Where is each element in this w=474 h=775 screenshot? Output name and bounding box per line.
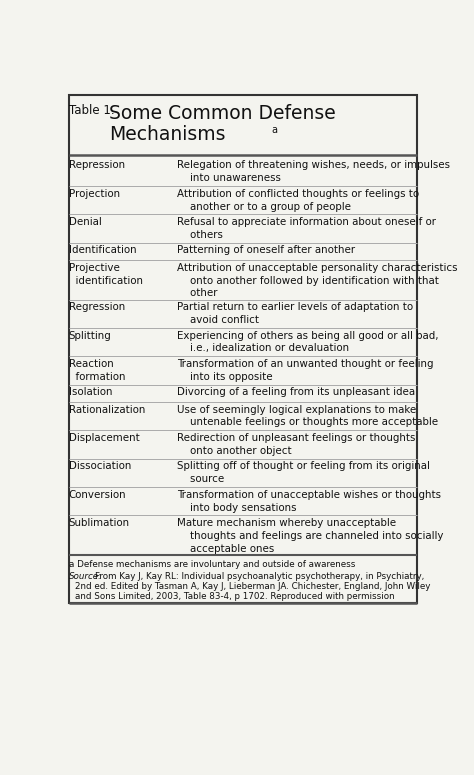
Text: Source:: Source: xyxy=(69,572,102,580)
Text: Conversion: Conversion xyxy=(69,490,126,500)
Text: Projection: Projection xyxy=(69,189,119,198)
Text: Splitting off of thought or feeling from its original
    source: Splitting off of thought or feeling from… xyxy=(177,461,430,484)
Text: Transformation of an unwanted thought or feeling
    into its opposite: Transformation of an unwanted thought or… xyxy=(177,359,434,382)
Text: Refusal to appreciate information about oneself or
    others: Refusal to appreciate information about … xyxy=(177,217,436,240)
Text: 2nd ed. Edited by Tasman A, Kay J, Lieberman JA. Chichester, England, John Wiley: 2nd ed. Edited by Tasman A, Kay J, Liebe… xyxy=(75,582,430,591)
Text: Sublimation: Sublimation xyxy=(69,518,130,528)
Text: Attribution of unacceptable personality characteristics
    onto another followe: Attribution of unacceptable personality … xyxy=(177,263,457,298)
Text: Some Common Defense
Mechanisms: Some Common Defense Mechanisms xyxy=(109,104,336,144)
Text: Projective
  identification: Projective identification xyxy=(69,263,143,285)
Text: a Defense mechanisms are involuntary and outside of awareness: a Defense mechanisms are involuntary and… xyxy=(69,560,355,569)
Text: Identification: Identification xyxy=(69,246,136,256)
Text: Transformation of unacceptable wishes or thoughts
    into body sensations: Transformation of unacceptable wishes or… xyxy=(177,490,441,512)
Text: and Sons Limited, 2003, Table 83-4, p 1702. Reproduced with permission: and Sons Limited, 2003, Table 83-4, p 17… xyxy=(75,592,394,601)
Text: Denial: Denial xyxy=(69,217,101,227)
Text: Attribution of conflicted thoughts or feelings to
    another or to a group of p: Attribution of conflicted thoughts or fe… xyxy=(177,189,419,212)
Text: Redirection of unpleasant feelings or thoughts
    onto another object: Redirection of unpleasant feelings or th… xyxy=(177,433,415,456)
Text: Regression: Regression xyxy=(69,302,125,312)
Text: Splitting: Splitting xyxy=(69,331,111,341)
Text: Table 1.: Table 1. xyxy=(69,104,114,117)
Text: Partial return to earlier levels of adaptation to
    avoid conflict: Partial return to earlier levels of adap… xyxy=(177,302,413,325)
Text: Dissociation: Dissociation xyxy=(69,461,131,471)
Text: a: a xyxy=(272,126,278,136)
Text: Use of seemingly logical explanations to make
    untenable feelings or thoughts: Use of seemingly logical explanations to… xyxy=(177,405,438,427)
Text: From Kay J, Kay RL: Individual psychoanalytic psychotherapy, in Psychiatry,: From Kay J, Kay RL: Individual psychoana… xyxy=(95,572,424,580)
Text: Divorcing of a feeling from its unpleasant idea: Divorcing of a feeling from its unpleasa… xyxy=(177,388,415,398)
Text: Mature mechanism whereby unacceptable
    thoughts and feelings are channeled in: Mature mechanism whereby unacceptable th… xyxy=(177,518,444,553)
Text: Patterning of oneself after another: Patterning of oneself after another xyxy=(177,246,355,256)
Text: Reaction
  formation: Reaction formation xyxy=(69,359,125,382)
Text: Isolation: Isolation xyxy=(69,388,112,398)
Text: Displacement: Displacement xyxy=(69,433,139,443)
Text: Repression: Repression xyxy=(69,160,125,170)
Text: Experiencing of others as being all good or all bad,
    i.e., idealization or d: Experiencing of others as being all good… xyxy=(177,331,438,353)
Text: Relegation of threatening wishes, needs, or impulses
    into unawareness: Relegation of threatening wishes, needs,… xyxy=(177,160,450,183)
Text: Rationalization: Rationalization xyxy=(69,405,145,415)
